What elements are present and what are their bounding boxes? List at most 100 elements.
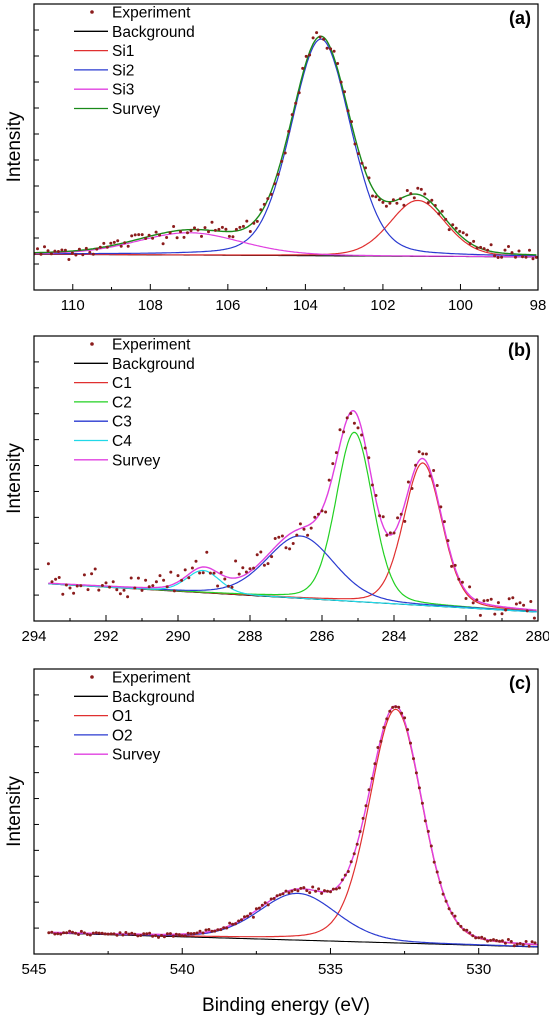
experiment-point <box>447 907 451 911</box>
experiment-point <box>296 889 300 893</box>
experiment-point <box>430 198 434 202</box>
experiment-point <box>46 562 50 566</box>
experiment-point <box>56 932 60 936</box>
experiment-point <box>360 161 364 165</box>
experiment-point <box>248 912 252 916</box>
experiment-point <box>144 578 148 582</box>
experiment-point <box>115 933 119 937</box>
experiment-point <box>385 717 389 721</box>
experiment-point <box>327 478 331 482</box>
experiment-point <box>151 236 155 240</box>
experiment-point <box>106 932 110 936</box>
x-axis-label: Binding energy (eV) <box>202 995 370 1016</box>
experiment-point <box>384 204 388 208</box>
x-tick-label: 104 <box>293 297 318 314</box>
experiment-point <box>509 940 513 943</box>
experiment-point <box>525 609 529 613</box>
experiment-point <box>530 940 534 944</box>
experiment-point <box>112 932 116 936</box>
experiment-point <box>231 922 235 926</box>
experiment-point <box>367 788 371 792</box>
experiment-point <box>175 236 179 240</box>
experiment-point <box>136 576 140 580</box>
experiment-point <box>165 585 169 589</box>
experiment-point <box>426 201 430 205</box>
experiment-point <box>67 258 71 261</box>
experiment-point <box>112 240 116 244</box>
experiment-point <box>160 934 163 937</box>
experiment-point <box>277 535 281 539</box>
experiment-point <box>290 889 294 893</box>
x-tick-label: 294 <box>21 628 46 645</box>
experiment-point <box>158 574 162 578</box>
panel-label: (a) <box>509 8 531 28</box>
experiment-point <box>68 929 72 933</box>
x-tick-label: 286 <box>309 628 334 645</box>
experiment-point <box>420 801 424 805</box>
experiment-point <box>492 938 495 942</box>
experiment-point <box>316 512 320 516</box>
experiment-point <box>223 577 227 581</box>
panel-a: 110 108 106 104 102 100 98 Intensity (a) Experime… <box>4 3 546 314</box>
experiment-point <box>262 563 266 567</box>
experiment-point <box>278 893 282 897</box>
plot-area <box>47 705 538 948</box>
y-axis <box>34 694 39 929</box>
experiment-point <box>133 233 137 237</box>
experiment-point <box>534 255 538 259</box>
experiment-point <box>367 176 371 180</box>
legend-marker <box>90 342 94 346</box>
legend-item-c4: C4 <box>74 433 132 450</box>
experiment-point <box>93 567 97 571</box>
experiment-point <box>213 929 217 933</box>
experiment-point <box>381 515 385 519</box>
experiment-point <box>273 537 277 540</box>
experiment-point <box>115 588 119 592</box>
experiment-point <box>334 451 338 455</box>
experiment-point <box>322 37 326 41</box>
legend-label: Si3 <box>112 82 134 99</box>
x-axis: 110 108 106 104 102 100 98 <box>61 284 546 314</box>
experiment-point <box>95 247 99 251</box>
experiment-point <box>392 531 396 535</box>
experiment-point <box>355 842 359 846</box>
experiment-point <box>503 248 507 252</box>
experiment-point <box>331 462 335 466</box>
experiment-point <box>414 463 418 467</box>
experiment-point <box>465 233 469 237</box>
experiment-point <box>468 242 472 245</box>
series-o2 <box>49 892 538 948</box>
experiment-point <box>212 571 216 575</box>
experiment-point <box>60 248 64 252</box>
experiment-point <box>257 906 261 910</box>
experiment-point <box>266 903 270 907</box>
experiment-point <box>450 564 454 568</box>
experiment-point <box>136 934 140 938</box>
plot-area <box>34 31 538 261</box>
experiment-point <box>331 887 335 891</box>
series-o1 <box>49 708 538 946</box>
experiment-point <box>489 938 493 942</box>
experiment-point <box>108 585 112 589</box>
experiment-point <box>162 578 166 582</box>
experiment-point <box>532 616 536 620</box>
experiment-point <box>97 931 101 935</box>
x-tick-label: 292 <box>93 628 118 645</box>
experiment-point <box>234 559 238 563</box>
experiment-point <box>353 142 357 146</box>
experiment-point <box>205 550 209 554</box>
experiment-point <box>367 456 371 460</box>
legend-item-background: Background <box>74 356 195 373</box>
experiment-point <box>444 217 448 221</box>
experiment-point <box>237 919 241 923</box>
experiment-point <box>190 566 194 570</box>
experiment-point <box>260 903 264 907</box>
x-tick-label: 290 <box>165 628 190 645</box>
experiment-point <box>61 592 65 596</box>
experiment-point <box>391 198 395 202</box>
experiment-point <box>409 741 412 745</box>
experiment-point <box>147 585 151 589</box>
experiment-point <box>428 474 432 478</box>
experiment-point <box>410 487 414 490</box>
experiment-point <box>204 928 208 932</box>
